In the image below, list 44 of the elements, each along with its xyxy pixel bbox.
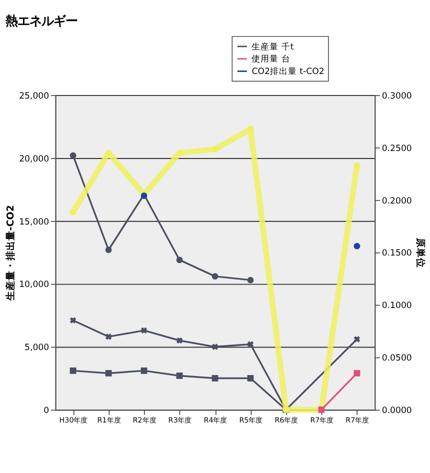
point xyxy=(176,337,183,344)
chart-title: 熱エネルギー xyxy=(4,13,78,28)
point xyxy=(105,246,112,254)
point xyxy=(176,372,183,379)
point xyxy=(354,336,360,342)
y-tick-label: 10,000 xyxy=(19,280,50,290)
point xyxy=(140,368,148,374)
y2-axis-title: 原単位 xyxy=(414,236,427,268)
point xyxy=(105,370,112,376)
y-tick-label: 25,000 xyxy=(19,91,50,102)
y2-tick-label: 0.1500 xyxy=(382,248,412,259)
point xyxy=(212,375,218,382)
point xyxy=(212,146,218,152)
point xyxy=(354,370,360,376)
point xyxy=(212,273,218,280)
point xyxy=(70,368,76,374)
point xyxy=(212,344,218,350)
point xyxy=(247,276,254,284)
y2-tick-label: 0.1000 xyxy=(382,301,412,312)
point xyxy=(354,162,360,169)
legend-label: 使用量 台 xyxy=(252,54,290,65)
point xyxy=(247,375,254,382)
point xyxy=(70,317,76,324)
point xyxy=(176,150,183,156)
y2-tick-label: 0.3000 xyxy=(382,91,412,102)
y2-tick-label: 0.0000 xyxy=(382,406,412,416)
y-tick-label: 15,000 xyxy=(19,217,50,228)
point xyxy=(105,334,112,340)
y-axis-title: 生産量・排出量-CO2 xyxy=(4,205,16,302)
y-tick-label: 5,000 xyxy=(24,343,50,354)
y2-tick-label: 0.0500 xyxy=(382,354,412,364)
point xyxy=(176,256,183,264)
point xyxy=(105,150,112,156)
legend-label: 生産量 千t xyxy=(252,41,294,52)
point xyxy=(70,152,76,159)
point xyxy=(247,126,254,132)
point xyxy=(70,208,76,216)
point xyxy=(140,327,148,334)
y-tick-label: 20,000 xyxy=(19,154,50,164)
y2-tick-label: 0.2500 xyxy=(382,144,412,154)
y-tick-label: 0 xyxy=(44,406,50,416)
point xyxy=(247,341,254,348)
y2-tick-label: 0.2000 xyxy=(382,196,412,206)
legend-label: CO2排出量 t-CO2 xyxy=(252,66,324,78)
